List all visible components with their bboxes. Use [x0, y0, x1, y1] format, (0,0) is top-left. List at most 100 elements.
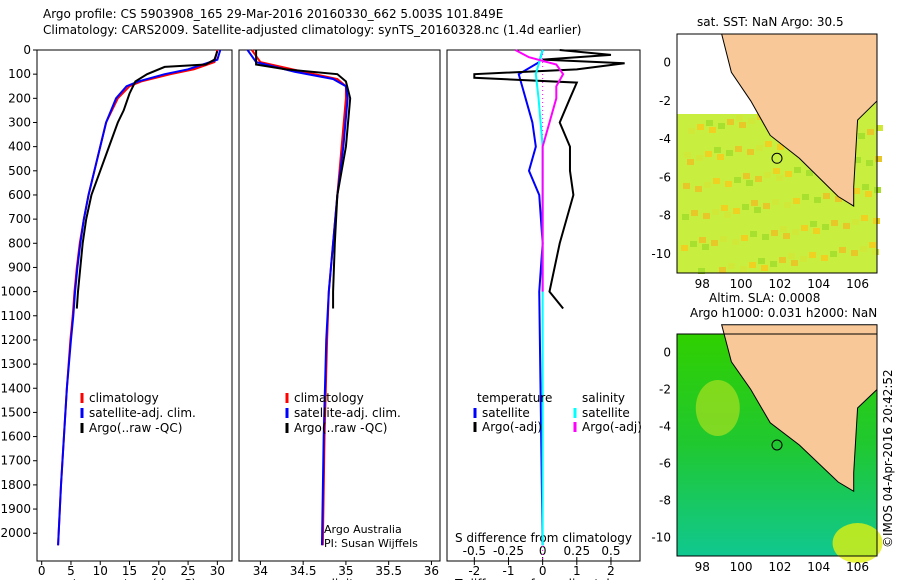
legend-title: temperature — [477, 391, 552, 405]
x-tick-label: 35.5 — [375, 564, 402, 578]
y-tick-label: 1800 — [0, 478, 31, 492]
x-axis-label: salinity — [318, 577, 361, 580]
x2-tick-label: 0.5 — [601, 544, 620, 558]
sst-cell — [784, 202, 791, 208]
sst-cell — [721, 205, 728, 211]
map-y-tick-label: -8 — [659, 494, 671, 508]
map-y-tick-label: -10 — [651, 531, 671, 545]
map-y-tick-label: -6 — [659, 457, 671, 471]
sst-cell — [763, 203, 770, 209]
sst-cell — [688, 128, 695, 134]
map-x-tick-label: 100 — [730, 277, 753, 291]
legend-label: satellite — [482, 406, 530, 420]
map-y-tick-label: -2 — [659, 94, 671, 108]
sst-cell — [751, 200, 758, 206]
map2-title-2: Argo h1000: 0.031 h2000: NaN — [690, 306, 878, 320]
sst-cell — [703, 213, 710, 219]
map2-title: Altim. SLA: 0.0008 — [709, 291, 821, 305]
sst-cell — [780, 226, 787, 232]
sst-cell — [709, 127, 716, 133]
sst-cell — [771, 230, 778, 236]
argo-position-marker — [771, 152, 783, 164]
sst-cell — [872, 249, 879, 255]
x-tick-label: 5 — [67, 564, 75, 578]
sst-cell — [748, 118, 755, 124]
map-y-tick-label: -4 — [659, 420, 671, 434]
sla-high — [695, 380, 740, 436]
y-tick-label: 600 — [8, 188, 31, 202]
title-line-1: Argo profile: CS 5903908_165 29-Mar-2016… — [43, 7, 504, 21]
sst-cell — [792, 229, 799, 235]
sst-cell — [791, 260, 798, 266]
sst-cell — [858, 133, 865, 139]
sst-cell — [711, 240, 718, 246]
sst-cell — [764, 172, 771, 178]
sst-cell — [831, 220, 838, 226]
sst-cell — [854, 157, 861, 163]
sst-cell — [875, 156, 882, 162]
sst-cell — [810, 221, 817, 227]
x-tick-label: 1 — [573, 564, 581, 578]
sst-cell — [734, 177, 741, 183]
sst-cell — [697, 124, 704, 130]
map-x-tick-label: 106 — [846, 560, 869, 574]
sst-cell — [736, 115, 743, 121]
argo-position-marker — [771, 439, 783, 451]
sst-cell — [876, 125, 883, 131]
x-tick-label: 15 — [122, 564, 137, 578]
sst-cell — [681, 245, 688, 251]
sst-cell — [822, 224, 829, 230]
sst-cell — [801, 225, 808, 231]
sst-cell — [705, 151, 712, 157]
sst-cell — [717, 154, 724, 160]
timestamp-stamp: ©IMOS 04-Apr-2016 20:42:52 — [881, 369, 895, 548]
sst-cell — [779, 257, 786, 263]
y-tick-label: 1300 — [0, 357, 31, 371]
sst-cell — [732, 239, 739, 245]
y-tick-label: 1700 — [0, 454, 31, 468]
legend-label: climatology — [89, 391, 159, 405]
pi-text: PI: Susan Wijffels — [324, 537, 418, 550]
sst-cell — [843, 223, 850, 229]
y-tick-label: 0 — [23, 43, 31, 57]
sst-cell — [726, 150, 733, 156]
sst-cell — [862, 184, 869, 190]
x-tick-label: 2 — [607, 564, 615, 578]
map-x-tick-label: 104 — [807, 277, 830, 291]
sst-cell — [742, 204, 749, 210]
x-tick-label: 35 — [338, 564, 353, 578]
y-tick-label: 1100 — [0, 309, 31, 323]
y-tick-label: 1600 — [0, 430, 31, 444]
y-tick-label: 300 — [8, 115, 31, 129]
sst-cell — [727, 119, 734, 125]
map-y-tick-label: -4 — [659, 132, 671, 146]
map-x-tick-label: 102 — [768, 560, 791, 574]
map-x-tick-label: 98 — [695, 560, 710, 574]
x-tick-label: -1 — [503, 564, 515, 578]
sst-cell — [695, 186, 702, 192]
sst-cell — [788, 253, 795, 259]
y-tick-label: 500 — [8, 164, 31, 178]
sst-cell — [733, 208, 740, 214]
map1-title: sat. SST: NaN Argo: 30.5 — [697, 15, 844, 29]
sst-cell — [839, 247, 846, 253]
y-tick-label: 700 — [8, 212, 31, 226]
sst-cell — [706, 120, 713, 126]
x-tick-label: 0 — [539, 564, 547, 578]
sst-cell — [806, 170, 813, 176]
sst-cell — [735, 146, 742, 152]
x-tick-label: 30 — [210, 564, 225, 578]
legend-label: Argo(-adj) — [582, 420, 642, 434]
sst-cell — [690, 241, 697, 247]
x-tick-label: 10 — [93, 564, 108, 578]
legend-label: satellite-adj. clim. — [89, 406, 196, 420]
sst-cell — [773, 168, 780, 174]
sst-cell — [719, 267, 726, 273]
sst-cell — [756, 145, 763, 151]
map-2 — [676, 324, 883, 564]
sst-cell — [684, 152, 691, 158]
sst-cell — [698, 268, 705, 274]
sst-cell — [699, 237, 706, 243]
map-x-tick-label: 102 — [768, 277, 791, 291]
series-climatology — [251, 49, 347, 546]
